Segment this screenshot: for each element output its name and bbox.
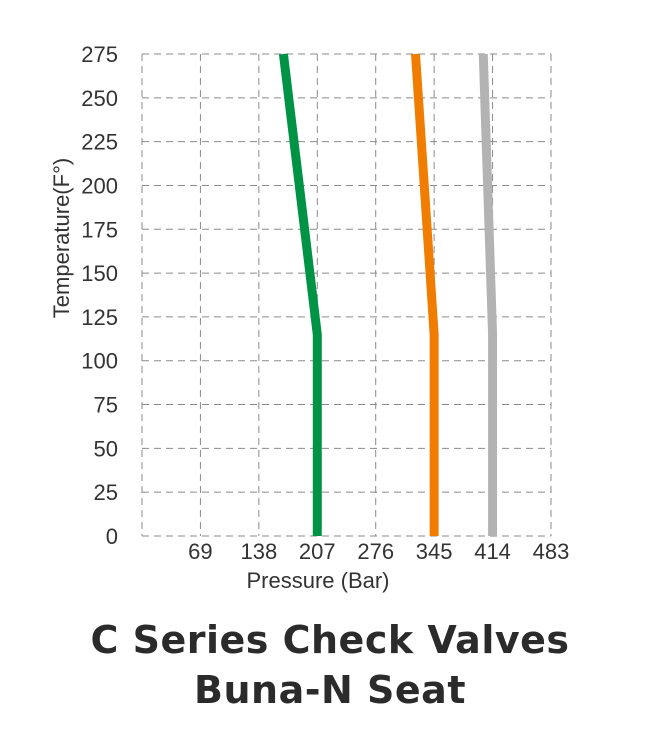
y-tick-label: 25 [94, 480, 118, 505]
y-axis-label: Temperature(F°) [49, 158, 74, 318]
y-tick-label: 250 [81, 86, 118, 111]
y-tick-label: 225 [81, 130, 118, 155]
chart: 0 25 50 75 100 125 150 175 200 225 250 275 69 138 207… [49, 42, 569, 593]
y-tick-label: 0 [106, 524, 118, 549]
x-tick-label: 207 [299, 539, 336, 564]
x-tick-label: 414 [474, 539, 511, 564]
series-line-2 [411, 53, 439, 536]
x-axis-ticks: 69 138 207 276 345 414 483 [188, 539, 569, 564]
series-line-1 [278, 53, 322, 536]
x-tick-label: 69 [188, 539, 212, 564]
y-tick-label: 275 [81, 42, 118, 67]
y-tick-label: 125 [81, 305, 118, 330]
x-tick-label: 138 [240, 539, 277, 564]
x-tick-label: 345 [416, 539, 453, 564]
y-tick-label: 150 [81, 261, 118, 286]
x-tick-label: 483 [533, 539, 570, 564]
chart-title-line-2: Buna-N Seat [194, 668, 466, 712]
y-tick-label: 50 [94, 436, 118, 461]
y-tick-label: 100 [81, 349, 118, 374]
x-axis-label: Pressure (Bar) [246, 568, 389, 593]
y-tick-label: 200 [81, 173, 118, 198]
y-tick-label: 75 [94, 393, 118, 418]
y-tick-label: 175 [81, 217, 118, 242]
series-line-3 [478, 53, 498, 536]
series-layer [278, 53, 498, 536]
x-tick-label: 276 [357, 539, 394, 564]
y-axis-ticks: 0 25 50 75 100 125 150 175 200 225 250 275 [81, 42, 118, 549]
chart-title-line-1: C Series Check Valves [90, 618, 570, 662]
